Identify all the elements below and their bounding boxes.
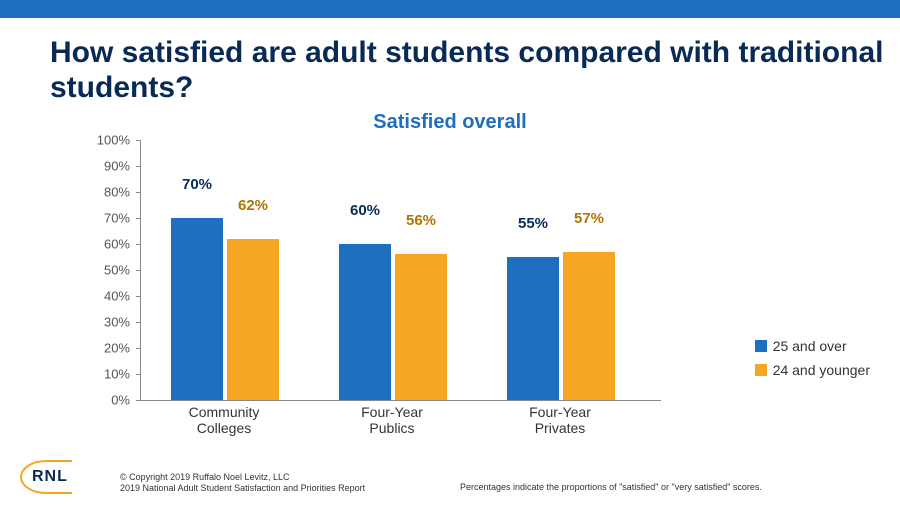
y-tick bbox=[136, 296, 140, 297]
y-tick-label: 60% bbox=[80, 237, 130, 252]
legend: 25 and over 24 and younger bbox=[755, 330, 870, 386]
bar-data-label: 62% bbox=[227, 197, 279, 218]
copyright-line1: © Copyright 2019 Ruffalo Noel Levitz, LL… bbox=[120, 472, 365, 483]
bar-data-label: 70% bbox=[171, 176, 223, 197]
category-label: Four-YearPublics bbox=[318, 404, 466, 436]
y-tick-label: 80% bbox=[80, 185, 130, 200]
y-tick bbox=[136, 218, 140, 219]
copyright-line2: 2019 National Adult Student Satisfaction… bbox=[120, 483, 365, 494]
footnote: Percentages indicate the proportions of … bbox=[460, 482, 762, 492]
y-tick bbox=[136, 244, 140, 245]
y-tick-label: 0% bbox=[80, 393, 130, 408]
bar-data-label: 55% bbox=[507, 215, 559, 236]
y-tick-label: 100% bbox=[80, 133, 130, 148]
bar bbox=[339, 244, 391, 400]
title-line1: How satisfied are adult students compare… bbox=[50, 36, 883, 104]
bar bbox=[171, 218, 223, 400]
y-tick bbox=[136, 192, 140, 193]
top-bar bbox=[0, 0, 900, 18]
copyright: © Copyright 2019 Ruffalo Noel Levitz, LL… bbox=[120, 472, 365, 495]
rnl-logo: RNL bbox=[20, 460, 72, 494]
y-tick-label: 70% bbox=[80, 211, 130, 226]
y-tick-label: 30% bbox=[80, 315, 130, 330]
page-title: How satisfied are adult students compare… bbox=[50, 36, 900, 105]
y-tick-label: 50% bbox=[80, 263, 130, 278]
plot-area: 70%62% 60%56% 55%57% bbox=[140, 140, 661, 401]
legend-label: 24 and younger bbox=[773, 362, 870, 378]
y-tick bbox=[136, 140, 140, 141]
legend-swatch bbox=[755, 340, 767, 352]
y-tick-label: 40% bbox=[80, 289, 130, 304]
y-tick bbox=[136, 374, 140, 375]
bar bbox=[563, 252, 615, 400]
y-tick bbox=[136, 348, 140, 349]
category-label: Four-YearPrivates bbox=[486, 404, 634, 436]
y-tick bbox=[136, 166, 140, 167]
y-tick bbox=[136, 322, 140, 323]
y-tick-label: 90% bbox=[80, 159, 130, 174]
legend-swatch bbox=[755, 364, 767, 376]
bar bbox=[395, 254, 447, 400]
y-tick bbox=[136, 270, 140, 271]
category-label: CommunityColleges bbox=[150, 404, 298, 436]
chart: 70%62%60%56%55%57% 0%10%20%30%40%50%60%7… bbox=[80, 140, 680, 420]
legend-label: 25 and over bbox=[773, 338, 847, 354]
bar bbox=[507, 257, 559, 400]
bar-data-label: 57% bbox=[563, 210, 615, 231]
chart-subtitle: Satisfied overall bbox=[0, 111, 900, 134]
bar-data-label: 60% bbox=[339, 202, 391, 223]
y-tick-label: 10% bbox=[80, 367, 130, 382]
legend-item: 24 and younger bbox=[755, 362, 870, 378]
legend-item: 25 and over bbox=[755, 338, 870, 354]
bar bbox=[227, 239, 279, 400]
footer: RNL © Copyright 2019 Ruffalo Noel Levitz… bbox=[0, 458, 900, 506]
y-tick-label: 20% bbox=[80, 341, 130, 356]
y-tick bbox=[136, 400, 140, 401]
bar-data-label: 56% bbox=[395, 212, 447, 233]
